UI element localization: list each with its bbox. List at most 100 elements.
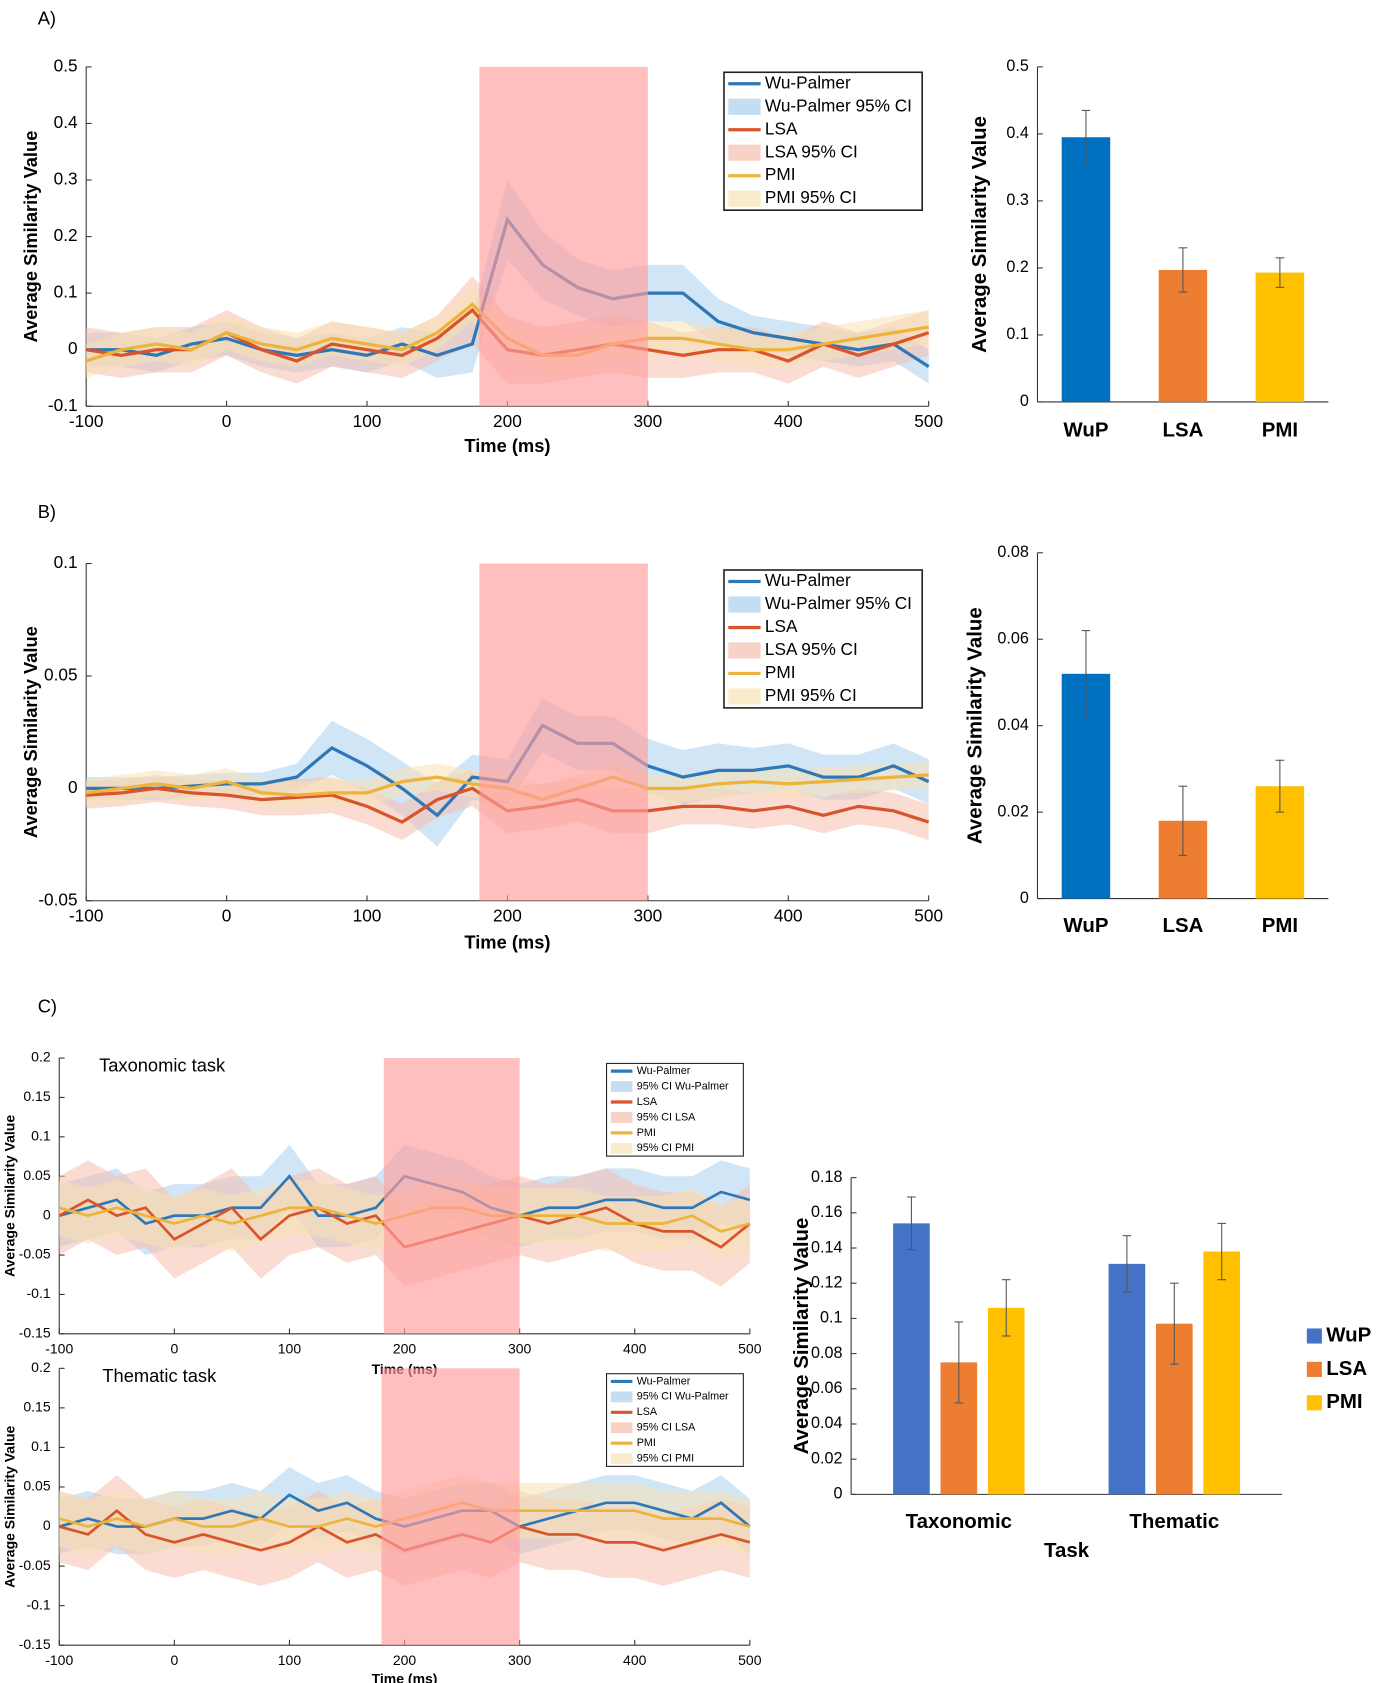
- y-tick-label: -0.1: [48, 395, 78, 415]
- y-tick-label: 0.05: [44, 664, 78, 684]
- y-tick-label: 0.06: [811, 1379, 842, 1397]
- error-bar: [1275, 759, 1285, 813]
- x-tick-label: WuP: [1063, 418, 1108, 441]
- x-tick-label: 0: [170, 1341, 178, 1357]
- y-tick-label: 0.1: [54, 282, 78, 302]
- highlight-window: [383, 1058, 520, 1334]
- legend-label: LSA 95% CI: [765, 141, 858, 161]
- x-tick-label: PMI: [1262, 418, 1298, 441]
- y-tick-label: -0.15: [19, 1636, 51, 1652]
- x-tick-label: 300: [633, 905, 662, 925]
- x-tick-label: 200: [493, 905, 522, 925]
- y-tick-label: 0.1: [54, 552, 78, 572]
- legend-swatch: [1306, 1361, 1322, 1377]
- x-tick-label: 300: [508, 1652, 532, 1668]
- y-tick-label: 0.5: [54, 55, 78, 75]
- x-tick-label: 400: [774, 411, 803, 431]
- y-tick-label: 0.1: [820, 1309, 842, 1327]
- legend-swatch: [610, 1142, 633, 1154]
- legend-swatch: [728, 190, 761, 207]
- legend-box: [723, 71, 924, 211]
- legend-label: 95% CI Wu-Palmer: [637, 1391, 729, 1403]
- x-tick-label: 100: [278, 1341, 302, 1357]
- y-axis-label: Average Similarity Value: [968, 116, 991, 353]
- highlight-window: [479, 66, 648, 407]
- legend-swatch: [1306, 1395, 1322, 1411]
- error-bar: [1122, 1235, 1132, 1293]
- legend-label: LSA: [637, 1406, 658, 1418]
- y-axis-label: Average Similarity Value: [963, 607, 986, 844]
- x-tick-label: Taxonomic: [906, 1510, 1012, 1533]
- legend-box: [606, 1373, 744, 1467]
- y-tick-label: 0: [833, 1485, 842, 1503]
- x-tick-label: 0: [222, 411, 232, 431]
- y-tick-label: 0.02: [997, 802, 1028, 820]
- x-tick-label: 100: [353, 905, 382, 925]
- legend-label: Wu-Palmer: [637, 1375, 691, 1387]
- legend-swatch: [610, 1453, 633, 1465]
- error-bar: [1001, 1279, 1011, 1337]
- x-tick-label: 500: [738, 1652, 762, 1668]
- bar: [1061, 137, 1111, 402]
- error-bar: [1217, 1222, 1227, 1281]
- error-bar: [907, 1196, 916, 1251]
- error-bar: [1178, 785, 1188, 856]
- panel-label: C): [38, 995, 57, 1016]
- x-tick-label: -100: [45, 1341, 73, 1357]
- x-tick-label: 200: [393, 1652, 417, 1668]
- y-tick-label: 0.2: [1006, 258, 1028, 276]
- chart-title: Taxonomic task: [99, 1055, 226, 1076]
- x-tick-label: 200: [393, 1341, 417, 1357]
- y-tick-label: 0: [1020, 889, 1029, 907]
- legend-label: 95% CI LSA: [637, 1422, 696, 1434]
- y-tick-label: 0.5: [1006, 57, 1028, 75]
- y-tick-label: 0.05: [23, 1478, 50, 1494]
- y-tick-label: 0.3: [1006, 191, 1028, 209]
- y-tick-label: 0.15: [23, 1399, 50, 1415]
- x-tick-label: LSA: [1162, 418, 1203, 441]
- x-tick-label: -100: [45, 1652, 73, 1668]
- x-axis-label: Task: [1044, 1539, 1090, 1562]
- x-axis-label: Time (ms): [464, 435, 550, 456]
- y-tick-label: 0.1: [31, 1438, 51, 1454]
- bar: [987, 1307, 1025, 1495]
- highlight-window: [479, 563, 648, 901]
- y-tick-label: 0.4: [54, 112, 78, 132]
- y-tick-label: -0.05: [19, 1557, 51, 1573]
- y-tick-label: 0.06: [997, 629, 1028, 647]
- y-tick-label: 0.16: [811, 1203, 842, 1221]
- legend-label: LSA: [765, 616, 798, 636]
- y-tick-label: 0.05: [23, 1167, 50, 1183]
- legend-swatch: [728, 642, 761, 659]
- y-tick-label: 0.04: [997, 716, 1028, 734]
- x-tick-label: LSA: [1162, 914, 1203, 937]
- legend-label: LSA 95% CI: [765, 639, 858, 659]
- y-tick-label: 0: [1020, 392, 1029, 410]
- legend-label: Wu-Palmer: [765, 72, 851, 92]
- error-bar: [1178, 247, 1188, 293]
- legend-swatch: [728, 144, 761, 161]
- y-tick-label: 0: [43, 1517, 51, 1533]
- chart-title: Thematic task: [102, 1365, 217, 1386]
- x-axis-label: Time (ms): [464, 932, 550, 953]
- y-axis-label: Average Similarity Value: [1, 1115, 17, 1277]
- y-tick-label: 0: [68, 777, 78, 797]
- legend-label: Wu-Palmer 95% CI: [765, 95, 912, 115]
- y-tick-label: -0.1: [27, 1596, 51, 1612]
- legend-label: PMI: [765, 662, 796, 682]
- x-tick-label: WuP: [1063, 914, 1108, 937]
- x-tick-label: 400: [774, 905, 803, 925]
- y-tick-label: 0.2: [54, 225, 78, 245]
- legend-label: Wu-Palmer: [765, 570, 851, 590]
- x-tick-label: 500: [738, 1341, 762, 1357]
- y-tick-label: 0.08: [997, 543, 1028, 561]
- legend-label: LSA: [1326, 1357, 1367, 1380]
- x-tick-label: Thematic: [1129, 1510, 1219, 1533]
- x-axis-label: Time (ms): [372, 1670, 438, 1683]
- y-tick-label: 0.1: [31, 1128, 51, 1144]
- y-axis-label: Average Similarity Value: [20, 131, 41, 343]
- legend-swatch: [728, 688, 761, 705]
- error-bar: [1081, 109, 1091, 165]
- y-tick-label: -0.05: [38, 889, 77, 909]
- highlight-window: [381, 1368, 520, 1646]
